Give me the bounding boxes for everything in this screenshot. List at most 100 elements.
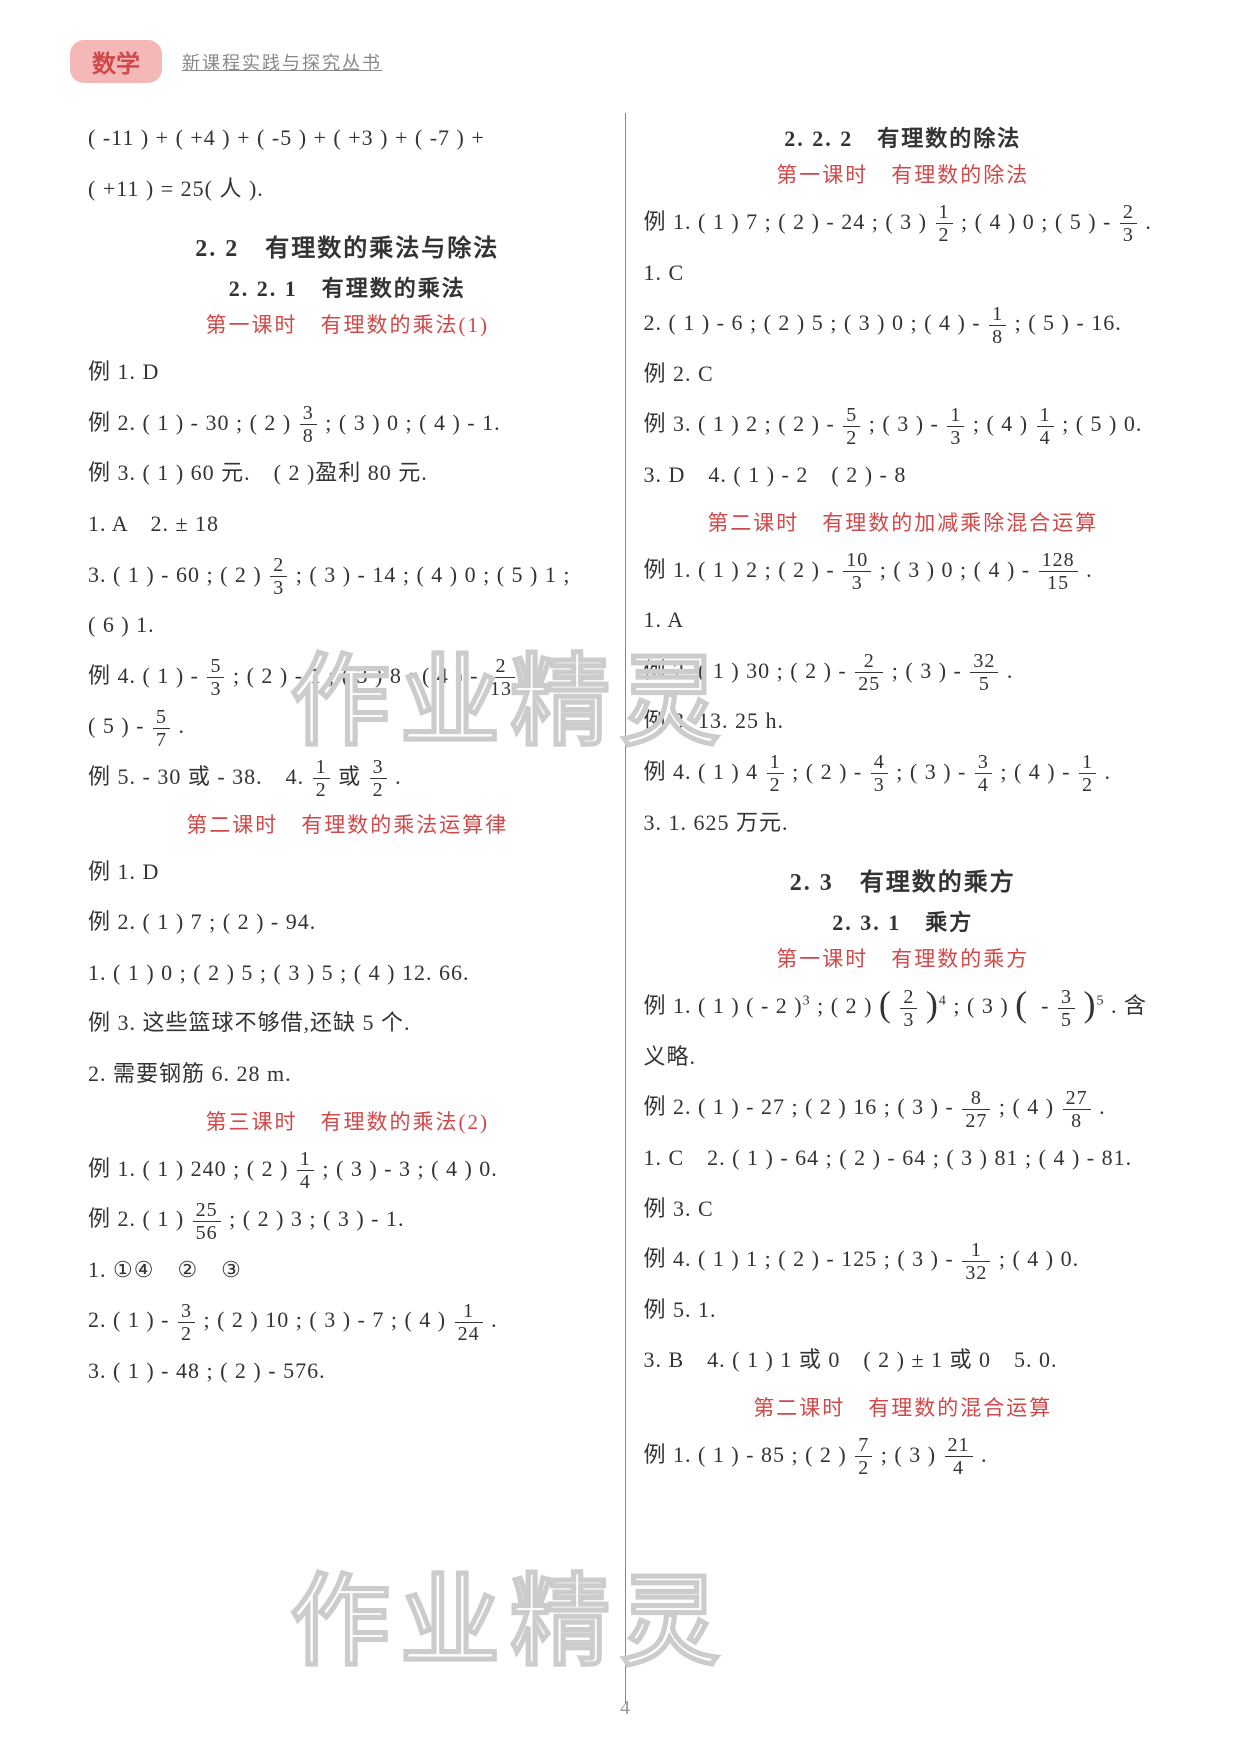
two-column-layout: ( -11 ) + ( +4 ) + ( -5 ) + ( +3 ) + ( -… xyxy=(70,113,1180,1703)
text-span: . xyxy=(981,1442,988,1467)
text-span: 2. ( 1 ) - 6 ; ( 2 ) 5 ; ( 3 ) 0 ; ( 4 )… xyxy=(644,310,981,335)
fraction: 12815 xyxy=(1039,550,1078,593)
text-span: 例 4. ( 1 ) 1 ; ( 2 ) - 125 ; ( 3 ) - xyxy=(644,1246,954,1271)
page-number: 4 xyxy=(620,1697,630,1720)
text-span: 例 1. ( 1 ) 2 ; ( 2 ) - xyxy=(644,557,835,582)
fraction: 12 xyxy=(936,202,953,245)
text-span: ; ( 3 ) - xyxy=(896,759,966,784)
fraction: 12 xyxy=(1079,752,1096,795)
fraction: 57 xyxy=(153,707,170,750)
text-line: 例 3. ( 1 ) 2 ; ( 2 ) - 52 ; ( 3 ) - 13 ;… xyxy=(644,399,1163,450)
paren-icon: ) xyxy=(926,994,939,1016)
text-line: 例 1. ( 1 ) ( - 2 )3 ; ( 2 ) ( 23 )4 ; ( … xyxy=(644,981,1163,1032)
text-line: 2. ( 1 ) - 32 ; ( 2 ) 10 ; ( 3 ) - 7 ; (… xyxy=(88,1295,607,1346)
fraction: 32 xyxy=(178,1301,195,1344)
text-line: 例 1. ( 1 ) 7 ; ( 2 ) - 24 ; ( 3 ) 12 ; (… xyxy=(644,197,1163,248)
text-line: 3. ( 1 ) - 48 ; ( 2 ) - 576. xyxy=(88,1346,607,1397)
text-line: ( 6 ) 1. xyxy=(88,600,607,651)
right-column: 2. 2. 2 有理数的除法 第一课时 有理数的除法 例 1. ( 1 ) 7 … xyxy=(626,113,1181,1703)
lesson-heading: 第二课时 有理数的混合运算 xyxy=(644,1392,1163,1422)
text-span: 例 2. ( 1 ) 30 ; ( 2 ) - xyxy=(644,658,847,683)
text-line: 义略. xyxy=(644,1032,1163,1083)
fraction: 214 xyxy=(945,1435,973,1478)
text-line: 1. C xyxy=(644,248,1163,299)
left-column: ( -11 ) + ( +4 ) + ( -5 ) + ( +3 ) + ( -… xyxy=(70,113,626,1703)
fraction: 18 xyxy=(989,304,1006,347)
text-span: . xyxy=(1007,658,1014,683)
text-span: 或 xyxy=(338,764,361,789)
fraction: 52 xyxy=(843,405,860,448)
lesson-heading: 第一课时 有理数的乘法(1) xyxy=(88,309,607,339)
text-line: 3. B 4. ( 1 ) 1 或 0 ( 2 ) ± 1 或 0 5. 0. xyxy=(644,1335,1163,1386)
text-line: 3. ( 1 ) - 60 ; ( 2 ) 23 ; ( 3 ) - 14 ; … xyxy=(88,550,607,601)
text-line: 例 2. ( 1 ) 7 ; ( 2 ) - 94. xyxy=(88,897,607,948)
text-span: ; ( 4 ) xyxy=(973,411,1028,436)
fraction: 53 xyxy=(207,656,224,699)
text-line: 例 1. D xyxy=(88,847,607,898)
lesson-heading: 第一课时 有理数的乘方 xyxy=(644,943,1163,973)
text-line: ( +11 ) = 25( 人 ). xyxy=(88,164,607,215)
text-span: 3. ( 1 ) - 60 ; ( 2 ) xyxy=(88,562,262,587)
fraction: 213 xyxy=(487,656,515,699)
paren-icon: ) xyxy=(1084,994,1097,1016)
section-heading-2: 2. 3. 1 乘方 xyxy=(644,905,1163,937)
text-line: 1. ①④ ② ③ xyxy=(88,1245,607,1296)
paren-icon: ( xyxy=(879,994,892,1016)
text-span: ; ( 3 ) - 14 ; ( 4 ) 0 ; ( 5 ) 1 ; xyxy=(296,562,571,587)
text-span: 例 4. ( 1 ) - xyxy=(88,663,199,688)
fraction: 13 xyxy=(947,405,964,448)
fraction: 23 xyxy=(900,987,917,1030)
text-line: 1. ( 1 ) 0 ; ( 2 ) 5 ; ( 3 ) 5 ; ( 4 ) 1… xyxy=(88,948,607,999)
fraction: 225 xyxy=(855,651,883,694)
series-title: 新课程实践与探究丛书 xyxy=(182,49,382,75)
text-span: ; ( 3 ) - 3 ; ( 4 ) 0. xyxy=(322,1156,497,1181)
text-span: ; xyxy=(523,663,530,688)
text-line: 2. ( 1 ) - 6 ; ( 2 ) 5 ; ( 3 ) 0 ; ( 4 )… xyxy=(644,298,1163,349)
text-line: 例 5. - 30 或 - 38. 4. 12 或 32 . xyxy=(88,752,607,803)
text-span: . xyxy=(178,713,185,738)
text-line: 例 2. ( 1 ) - 27 ; ( 2 ) 16 ; ( 3 ) - 827… xyxy=(644,1082,1163,1133)
section-heading-2: 2. 2. 1 有理数的乘法 xyxy=(88,271,607,303)
text-span: . xyxy=(1145,209,1152,234)
section-heading-1: 2. 3 有理数的乘方 xyxy=(644,862,1163,897)
lesson-heading: 第一课时 有理数的除法 xyxy=(644,159,1163,189)
text-span: ; ( 3 ) 0 ; ( 4 ) - 1. xyxy=(325,410,500,435)
lesson-heading: 第二课时 有理数的乘法运算律 xyxy=(88,809,607,839)
text-span: 例 1. ( 1 ) 240 ; ( 2 ) xyxy=(88,1156,288,1181)
text-line: 例 1. ( 1 ) 240 ; ( 2 ) 14 ; ( 3 ) - 3 ; … xyxy=(88,1144,607,1195)
text-span: . xyxy=(395,764,402,789)
text-span: ; ( 4 ) - xyxy=(1000,759,1070,784)
fraction: 132 xyxy=(962,1240,990,1283)
text-span: 2. ( 1 ) - xyxy=(88,1307,169,1332)
fraction: 124 xyxy=(455,1301,483,1344)
text-line: ( 5 ) - 57 . xyxy=(88,701,607,752)
exponent: 5 xyxy=(1097,994,1105,1009)
text-span: ; ( 3 ) 0 ; ( 4 ) - xyxy=(880,557,1030,582)
text-line: 2. 需要钢筋 6. 28 m. xyxy=(88,1049,607,1100)
text-line: 例 1. ( 1 ) 2 ; ( 2 ) - 103 ; ( 3 ) 0 ; (… xyxy=(644,545,1163,596)
text-line: 例 4. ( 1 ) 4 12 ; ( 2 ) - 43 ; ( 3 ) - 3… xyxy=(644,747,1163,798)
fraction: 827 xyxy=(962,1088,990,1131)
text-span: 例 2. ( 1 ) xyxy=(88,1206,184,1231)
fraction: 72 xyxy=(855,1435,872,1478)
text-span: 例 1. ( 1 ) 7 ; ( 2 ) - 24 ; ( 3 ) xyxy=(644,209,928,234)
text-line: 例 1. ( 1 ) - 85 ; ( 2 ) 72 ; ( 3 ) 214 . xyxy=(644,1430,1163,1481)
text-span: 例 5. - 30 或 - 38. 4. xyxy=(88,764,304,789)
text-span: ; ( 3 ) - xyxy=(892,658,962,683)
text-span: . xyxy=(1104,759,1111,784)
text-span: ; ( 3 ) xyxy=(881,1442,936,1467)
text-span: ; ( 2 ) 3 ; ( 3 ) - 1. xyxy=(229,1206,404,1231)
text-line: 例 5. 1. xyxy=(644,1285,1163,1336)
fraction: 23 xyxy=(270,555,287,598)
exponent: 4 xyxy=(939,994,947,1009)
text-line: 例 2. ( 1 ) 30 ; ( 2 ) - 225 ; ( 3 ) - 32… xyxy=(644,646,1163,697)
text-span: ; ( 2 ) 10 ; ( 3 ) - 7 ; ( 4 ) xyxy=(203,1307,446,1332)
fraction: 32 xyxy=(370,757,387,800)
fraction: 278 xyxy=(1063,1088,1091,1131)
text-span: ; ( 3 ) - xyxy=(869,411,939,436)
text-span: 例 1. ( 1 ) ( - 2 ) xyxy=(644,993,803,1018)
fraction: 35 xyxy=(1058,987,1075,1030)
text-line: 例 3. 这些篮球不够借,还缺 5 个. xyxy=(88,998,607,1049)
lesson-heading: 第三课时 有理数的乘法(2) xyxy=(88,1106,607,1136)
text-span: ; ( 4 ) 0 ; ( 5 ) - xyxy=(961,209,1111,234)
